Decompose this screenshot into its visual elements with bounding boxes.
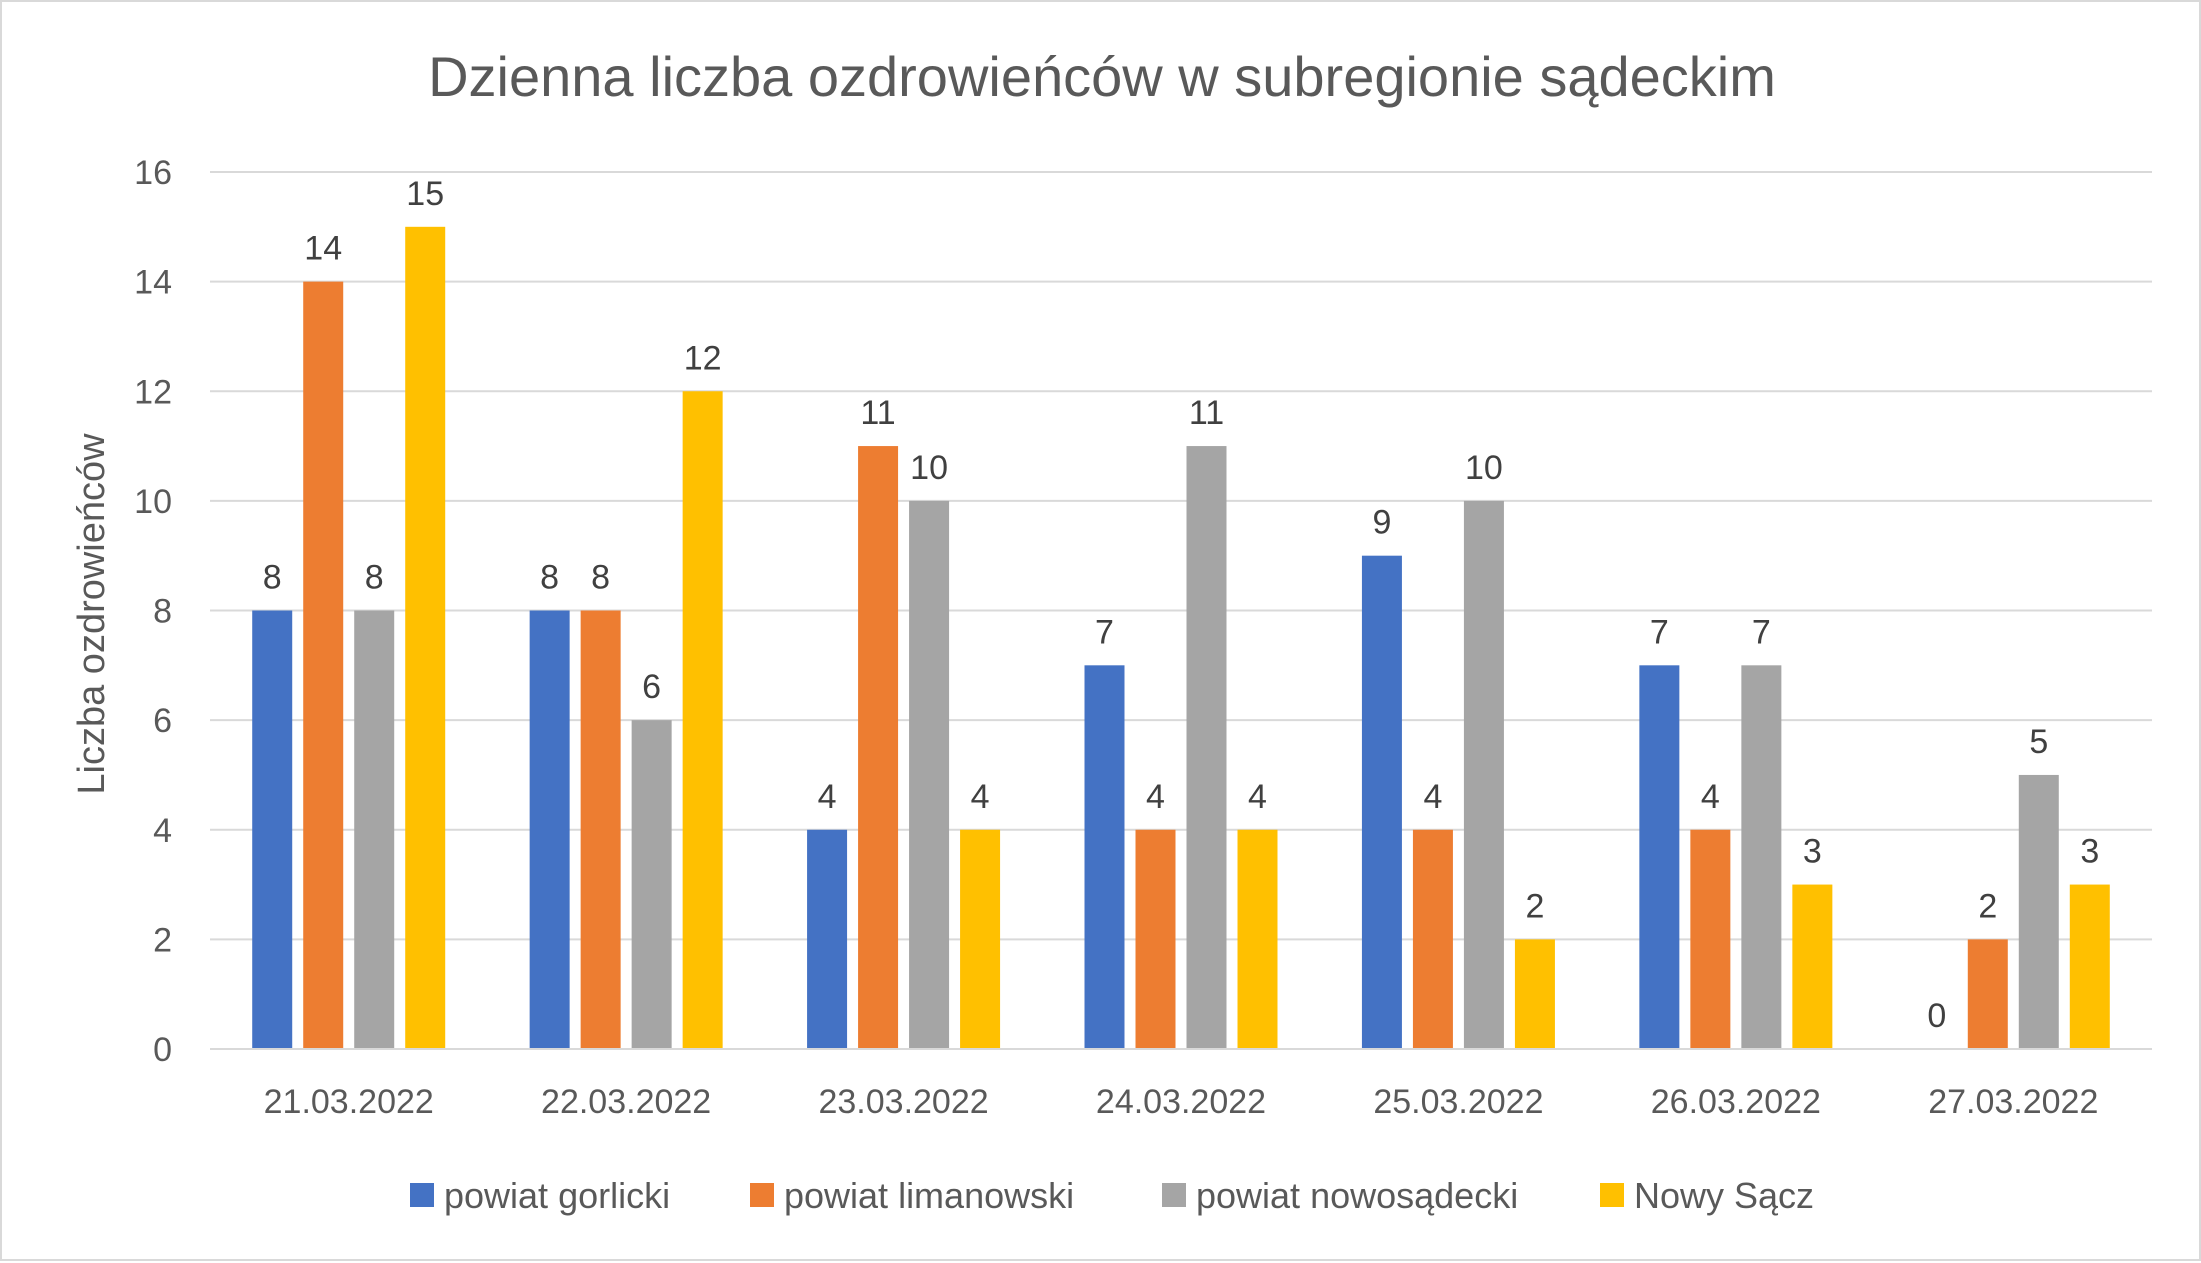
legend-swatch	[1162, 1183, 1186, 1207]
data-label: 8	[591, 559, 610, 597]
legend-label: powiat limanowski	[784, 1175, 1074, 1216]
y-tick-label: 14	[134, 264, 172, 302]
data-label: 4	[1248, 778, 1267, 816]
data-label: 14	[304, 230, 342, 268]
bar-3-2	[1186, 446, 1227, 1049]
bar-6-1	[1967, 939, 2008, 1049]
bar-2-0	[807, 829, 848, 1049]
legend: powiat gorlicki powiat limanowski powiat n…	[410, 1175, 1814, 1216]
data-label: 2	[1525, 887, 1544, 925]
x-tick-label: 22.03.2022	[541, 1083, 711, 1121]
legend-label: powiat gorlicki	[444, 1175, 670, 1216]
bar-4-3	[1514, 939, 1555, 1049]
bar-4-1	[1412, 829, 1453, 1049]
bar-0-1	[303, 281, 344, 1049]
x-tick-label: 26.03.2022	[1651, 1083, 1821, 1121]
data-label: 8	[540, 559, 559, 597]
x-tick-label: 25.03.2022	[1373, 1083, 1543, 1121]
data-label: 3	[1803, 833, 1822, 871]
y-tick-label: 6	[153, 702, 172, 740]
legend-label: Nowy Sącz	[1634, 1175, 1814, 1216]
bar-1-1	[580, 610, 621, 1049]
chart-title: Dzienna liczba ozdrowieńców w subregioni…	[428, 45, 1776, 108]
data-label: 7	[1752, 613, 1771, 651]
data-label: 7	[1650, 613, 1669, 651]
data-label: 10	[1465, 449, 1503, 487]
bar-0-3	[405, 226, 446, 1049]
bar-6-3	[2069, 884, 2110, 1049]
bar-5-1	[1690, 829, 1731, 1049]
data-label: 15	[406, 175, 444, 213]
bar-5-3	[1792, 884, 1833, 1049]
bar-1-0	[529, 610, 570, 1049]
data-label: 11	[860, 394, 895, 432]
data-label: 12	[684, 339, 722, 377]
bars	[252, 226, 2110, 1049]
data-label: 8	[263, 559, 282, 597]
data-label: 10	[910, 449, 948, 487]
bar-3-1	[1135, 829, 1176, 1049]
legend-swatch	[750, 1183, 774, 1207]
bar-5-0	[1639, 665, 1680, 1049]
y-tick-label: 2	[153, 921, 172, 959]
y-tick-label: 12	[134, 373, 172, 411]
bar-2-3	[960, 829, 1001, 1049]
legend-swatch	[1600, 1183, 1624, 1207]
data-label: 4	[818, 778, 837, 816]
bar-4-0	[1361, 555, 1402, 1049]
bar-3-0	[1084, 665, 1125, 1049]
data-label: 11	[1189, 394, 1224, 432]
data-label: 7	[1095, 613, 1114, 651]
y-tick-label: 8	[153, 593, 172, 631]
data-label: 6	[642, 668, 661, 706]
bar-3-3	[1237, 829, 1278, 1049]
data-label: 4	[971, 778, 990, 816]
data-label: 0	[1927, 997, 1946, 1035]
data-label: 4	[1423, 778, 1442, 816]
bar-0-0	[252, 610, 293, 1049]
data-label: 2	[1978, 887, 1997, 925]
legend-label: powiat nowosądecki	[1196, 1175, 1518, 1216]
bar-5-2	[1741, 665, 1782, 1049]
bar-2-1	[858, 446, 899, 1049]
data-label: 9	[1372, 504, 1391, 542]
gridlines	[210, 171, 2152, 941]
x-tick-label: 23.03.2022	[818, 1083, 988, 1121]
y-axis-ticks: 0 2 4 6 8 10 12 14 16	[134, 154, 172, 1069]
y-tick-label: 16	[134, 154, 172, 192]
x-tick-label: 24.03.2022	[1096, 1083, 1266, 1121]
bar-1-3	[682, 391, 723, 1049]
data-label: 4	[1701, 778, 1720, 816]
x-tick-label: 21.03.2022	[264, 1083, 434, 1121]
data-label: 5	[2029, 723, 2048, 761]
bar-2-2	[909, 500, 950, 1049]
bar-1-2	[631, 720, 672, 1049]
bar-4-2	[1463, 500, 1504, 1049]
y-axis-title: Liczba ozdrowieńców	[71, 433, 113, 795]
data-label: 4	[1146, 778, 1165, 816]
x-tick-label: 27.03.2022	[1928, 1083, 2098, 1121]
y-tick-label: 10	[134, 483, 172, 521]
x-axis-ticks: 21.03.2022 22.03.2022 23.03.2022 24.03.2022…	[264, 1083, 2099, 1121]
legend-swatch	[410, 1183, 434, 1207]
bar-0-2	[354, 610, 395, 1049]
data-label: 3	[2080, 833, 2099, 871]
bar-6-2	[2018, 774, 2059, 1049]
y-tick-label: 0	[153, 1031, 172, 1069]
y-tick-label: 4	[153, 812, 172, 850]
data-label: 8	[365, 559, 384, 597]
